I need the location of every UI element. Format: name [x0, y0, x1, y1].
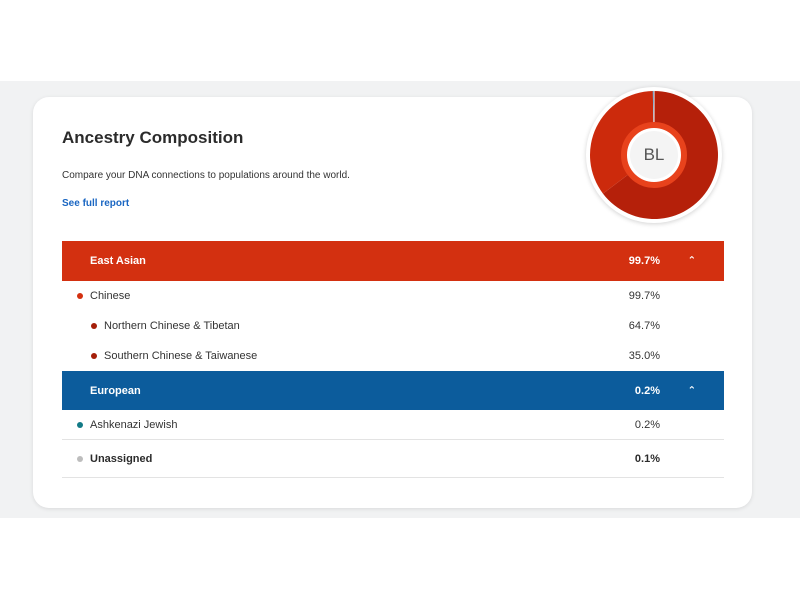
region-percent: 0.2% — [634, 384, 660, 397]
see-full-report-link[interactable]: See full report — [62, 198, 130, 209]
region-header-east-asian[interactable]: East Asian 99.7% ⌃ — [62, 241, 724, 281]
population-label: Chinese — [90, 290, 131, 302]
population-label: Northern Chinese & Tibetan — [104, 320, 240, 332]
chevron-up-icon[interactable]: ⌃ — [687, 255, 696, 267]
population-label: Ashkenazi Jewish — [90, 418, 178, 431]
bullet-dot-icon — [91, 323, 97, 329]
list-item-chinese: Chinese 99.7% — [62, 281, 724, 311]
population-percent: 64.7% — [628, 320, 660, 332]
ancestry-donut-chart: BL — [586, 87, 722, 223]
list-item-unassigned: Unassigned 0.1% — [62, 440, 724, 478]
region-name: East Asian — [90, 255, 146, 267]
population-percent: 35.0% — [628, 350, 660, 362]
bullet-dot-icon — [77, 421, 83, 428]
bullet-dot-icon — [91, 353, 97, 359]
ancestry-card: Ancestry Composition Compare your DNA co… — [33, 87, 752, 508]
donut-inner-ring — [621, 122, 687, 188]
donut-slice — [602, 91, 718, 219]
card-subtitle: Compare your DNA connections to populati… — [62, 170, 350, 181]
donut-slice — [590, 91, 654, 194]
chevron-up-icon[interactable]: ⌃ — [687, 385, 696, 396]
list-item-southern-chinese: Southern Chinese & Taiwanese 35.0% — [62, 341, 724, 371]
population-percent: 99.7% — [628, 290, 660, 302]
list-item-ashkenazi-jewish: Ashkenazi Jewish 0.2% — [62, 410, 724, 440]
list-item-northern-chinese: Northern Chinese & Tibetan 64.7% — [62, 311, 724, 341]
population-label: Unassigned — [90, 452, 153, 465]
population-percent: 0.1% — [634, 452, 660, 465]
population-percent: 0.2% — [634, 418, 660, 431]
donut-svg — [590, 91, 718, 219]
population-label: Southern Chinese & Taiwanese — [104, 350, 258, 362]
ancestry-table: East Asian 99.7% ⌃ Chinese 99.7% Norther… — [62, 241, 724, 478]
region-percent: 99.7% — [628, 255, 660, 267]
region-header-european[interactable]: European 0.2% ⌃ — [62, 371, 724, 410]
bullet-dot-icon — [77, 455, 83, 462]
card-title: Ancestry Composition — [62, 128, 244, 147]
avatar-initials: BL — [630, 131, 678, 179]
region-name: European — [90, 384, 141, 397]
bullet-dot-icon — [77, 293, 83, 299]
